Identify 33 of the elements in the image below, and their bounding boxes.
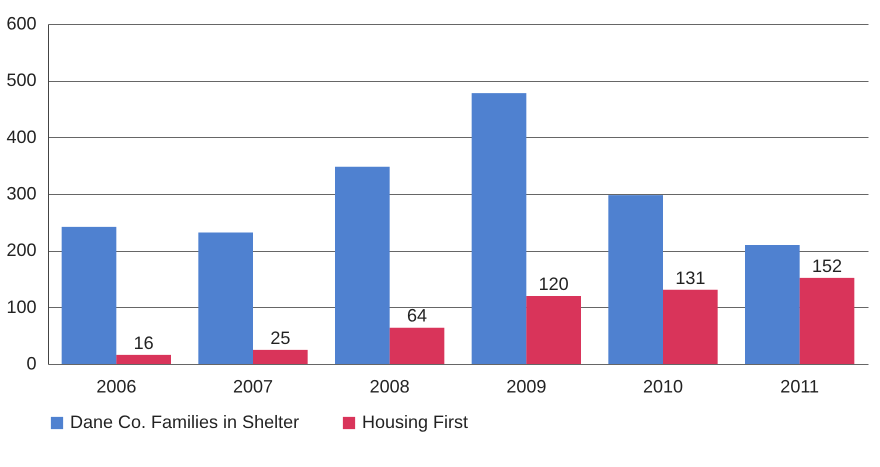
y-tick-label: 0 <box>26 354 36 374</box>
x-tick-label: 2006 <box>96 376 136 396</box>
data-label: 64 <box>406 306 428 326</box>
x-tick-label: 2011 <box>780 376 820 396</box>
bar <box>390 328 444 364</box>
y-tick-label: 300 <box>6 184 36 204</box>
x-tick-label: 2009 <box>506 376 546 396</box>
bar <box>62 226 116 364</box>
x-tick-label: 2007 <box>232 376 274 396</box>
bar <box>198 232 253 364</box>
legend-label: Housing First <box>362 412 468 432</box>
bar <box>116 354 171 364</box>
data-label: 152 <box>812 256 842 276</box>
bar <box>526 296 581 364</box>
bar <box>608 195 663 364</box>
bar <box>472 93 526 364</box>
data-label: 120 <box>538 274 569 294</box>
y-tick-label: 600 <box>6 14 36 34</box>
y-tick-label: 200 <box>6 240 36 260</box>
x-tick-label: 2008 <box>370 376 410 396</box>
data-label: 25 <box>270 328 290 348</box>
bar <box>335 166 390 364</box>
x-tick-label: 2010 <box>642 376 684 396</box>
data-label: 131 <box>675 268 706 288</box>
bar <box>663 290 718 364</box>
bar <box>800 278 854 364</box>
y-tick-label: 500 <box>6 70 36 90</box>
bar <box>745 245 800 364</box>
bar <box>253 350 308 364</box>
y-tick-label: 400 <box>6 126 36 147</box>
legend-label: Dane Co. Families in Shelter <box>70 412 300 432</box>
y-tick-label: 100 <box>6 296 36 317</box>
data-label: 16 <box>134 332 154 353</box>
